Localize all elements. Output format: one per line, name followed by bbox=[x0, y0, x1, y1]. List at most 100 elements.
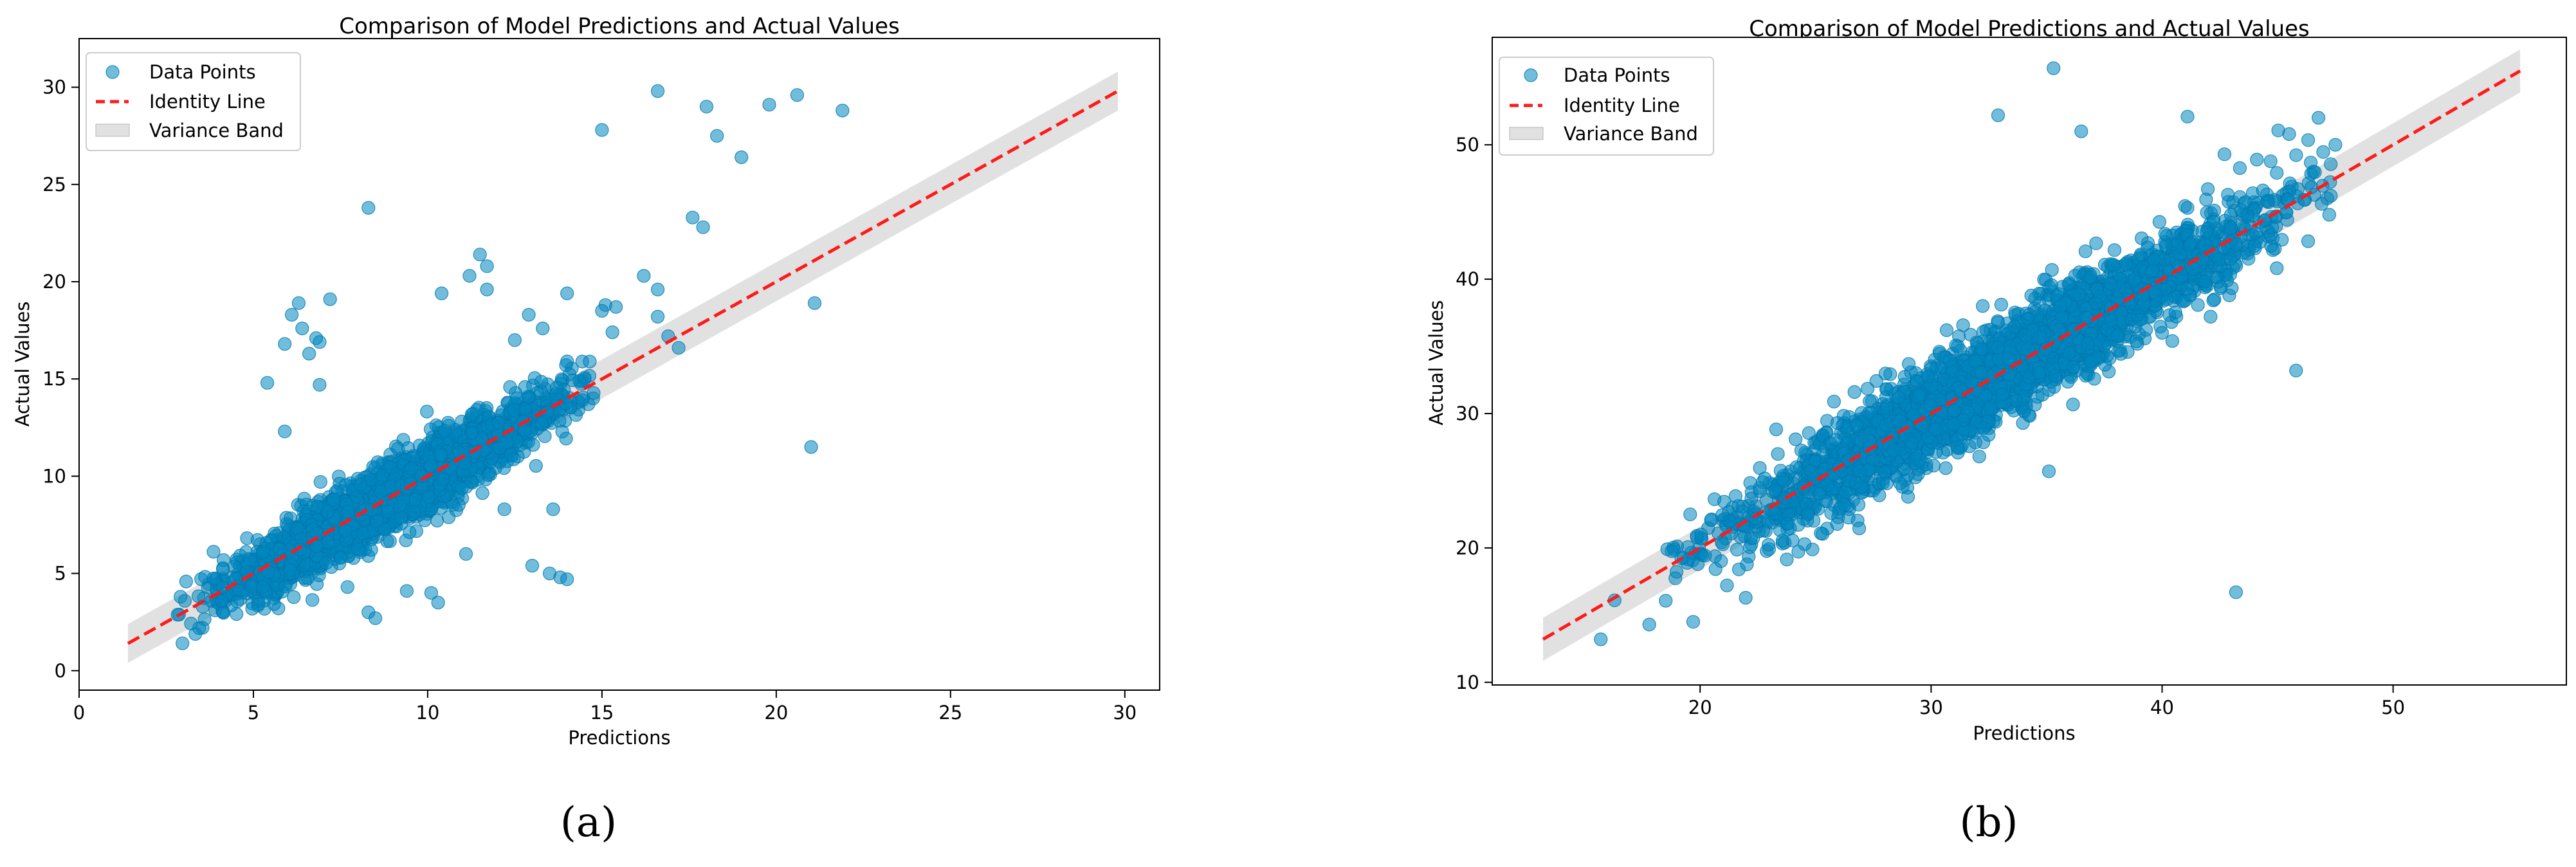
data-point bbox=[380, 504, 395, 519]
data-point bbox=[2221, 188, 2235, 202]
x-tick-label: 0 bbox=[73, 702, 85, 724]
data-point bbox=[575, 393, 589, 407]
data-point bbox=[319, 556, 333, 570]
data-point bbox=[215, 594, 229, 608]
data-point bbox=[1878, 367, 1892, 381]
data-point bbox=[364, 543, 378, 557]
data-point-outlier bbox=[434, 286, 449, 300]
data-point-outlier bbox=[790, 88, 805, 102]
x-tick-label: 15 bbox=[590, 702, 614, 724]
y-tick-label: 0 bbox=[55, 660, 66, 682]
data-point bbox=[510, 391, 524, 405]
data-point-outlier bbox=[295, 322, 309, 336]
data-point bbox=[2066, 397, 2080, 412]
data-point bbox=[206, 571, 221, 586]
data-point-outlier bbox=[560, 354, 574, 369]
data-point bbox=[2289, 148, 2303, 162]
data-point bbox=[404, 461, 419, 476]
data-point bbox=[334, 551, 348, 565]
data-point-outlier bbox=[480, 282, 494, 297]
data-point bbox=[436, 472, 450, 487]
data-point-outlier bbox=[522, 307, 536, 322]
data-point-outlier bbox=[361, 201, 376, 215]
data-point bbox=[434, 448, 448, 462]
data-point-outlier bbox=[507, 333, 522, 347]
data-point bbox=[2233, 161, 2247, 175]
data-point bbox=[2312, 111, 2326, 125]
chart-panel-b: Comparison of Model Predictions and Actu… bbox=[1425, 16, 2567, 846]
data-point bbox=[351, 542, 365, 556]
data-point-outlier bbox=[560, 572, 574, 587]
data-point bbox=[412, 438, 426, 453]
data-point bbox=[475, 486, 489, 500]
data-point-outlier bbox=[291, 296, 306, 310]
chart-a-data-points bbox=[170, 84, 850, 650]
data-point bbox=[1753, 461, 1767, 475]
data-point bbox=[1708, 562, 1722, 576]
data-point-outlier bbox=[710, 129, 724, 143]
data-point bbox=[383, 534, 397, 549]
data-point-outlier bbox=[699, 100, 714, 114]
data-point bbox=[2045, 263, 2059, 277]
data-point-outlier bbox=[595, 123, 609, 137]
data-point bbox=[245, 601, 259, 616]
data-point-outlier bbox=[459, 547, 473, 561]
data-point bbox=[216, 606, 231, 620]
chart-a-legend-point-icon bbox=[105, 65, 120, 79]
data-point bbox=[192, 621, 206, 635]
data-point bbox=[518, 379, 532, 394]
data-point bbox=[338, 524, 352, 538]
data-point-outlier bbox=[560, 286, 574, 300]
data-point bbox=[503, 380, 517, 394]
data-point bbox=[583, 354, 597, 369]
data-point-outlier bbox=[473, 248, 487, 262]
data-point bbox=[407, 504, 421, 518]
data-point bbox=[423, 459, 438, 473]
data-point bbox=[1791, 545, 1805, 559]
chart-a-legend: Data Points Identity Line Variance Band bbox=[86, 52, 301, 151]
chart-a-y-label: Actual Values bbox=[12, 302, 33, 427]
data-point bbox=[452, 498, 466, 512]
data-point-outlier bbox=[696, 220, 710, 234]
data-point bbox=[507, 452, 521, 466]
chart-a-legend-frame bbox=[86, 52, 301, 151]
data-point bbox=[2266, 243, 2280, 257]
data-point-outlier bbox=[285, 307, 299, 322]
data-point bbox=[341, 505, 355, 519]
y-tick-label: 20 bbox=[42, 271, 66, 293]
data-point-outlier bbox=[735, 150, 749, 165]
data-point bbox=[1847, 385, 1861, 399]
data-point bbox=[1939, 461, 1953, 475]
data-point-outlier bbox=[595, 304, 609, 318]
data-point-outlier bbox=[807, 296, 822, 310]
data-point-outlier bbox=[431, 596, 445, 610]
data-point-outlier bbox=[836, 104, 850, 118]
data-point bbox=[527, 371, 542, 385]
data-point bbox=[1869, 374, 1883, 388]
data-point bbox=[321, 534, 335, 549]
data-point bbox=[550, 381, 564, 395]
data-point bbox=[267, 597, 281, 611]
data-point bbox=[1731, 562, 1746, 576]
data-point bbox=[1872, 488, 1886, 502]
data-point bbox=[1994, 298, 2008, 312]
data-point-outlier bbox=[546, 502, 560, 516]
data-point bbox=[420, 405, 434, 419]
data-point-outlier bbox=[323, 292, 337, 306]
chart-a-title: Comparison of Model Predictions and Actu… bbox=[339, 14, 899, 39]
data-point bbox=[279, 511, 293, 525]
data-point bbox=[256, 545, 270, 559]
data-point-outlier bbox=[313, 335, 327, 349]
data-point bbox=[174, 590, 188, 604]
data-point bbox=[2165, 334, 2179, 348]
x-tick-label: 10 bbox=[416, 702, 439, 724]
x-tick-label: 25 bbox=[938, 702, 962, 724]
data-point bbox=[529, 459, 543, 473]
data-point bbox=[1939, 323, 1954, 338]
data-point bbox=[320, 505, 334, 519]
data-point bbox=[354, 477, 368, 491]
data-point-outlier bbox=[686, 210, 700, 224]
data-point bbox=[306, 593, 320, 607]
